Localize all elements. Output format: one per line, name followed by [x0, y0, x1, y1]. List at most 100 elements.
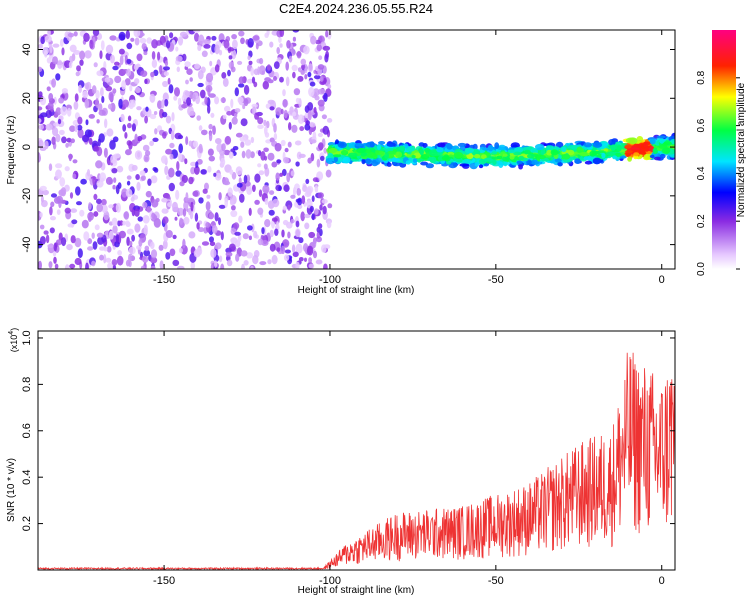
signal-blob: [561, 146, 567, 152]
noise-blob: [77, 128, 84, 139]
noise-blob: [175, 189, 180, 200]
colorbar-tick-label: 0.4: [696, 166, 707, 180]
noise-blob: [150, 256, 158, 264]
noise-blob: [177, 97, 182, 106]
signal-blob: [422, 143, 428, 148]
noise-blob: [80, 178, 87, 185]
noise-blob: [50, 201, 55, 208]
noise-blob: [134, 37, 140, 46]
noise-blob: [168, 84, 174, 94]
noise-blob: [299, 126, 305, 132]
noise-blob: [58, 97, 64, 104]
noise-blob: [254, 199, 260, 205]
signal-blob: [518, 164, 523, 170]
noise-blob: [321, 244, 327, 253]
noise-blob: [177, 36, 184, 46]
noise-blob: [240, 250, 248, 257]
noise-blob: [220, 231, 224, 241]
noise-blob: [119, 220, 124, 226]
signal-blob: [546, 145, 554, 150]
noise-blob: [146, 206, 152, 213]
noise-blob: [55, 107, 62, 116]
noise-blob: [103, 210, 110, 221]
noise-blob: [144, 245, 150, 252]
noise-blob: [243, 98, 249, 107]
noise-blob: [263, 147, 269, 153]
noise-blob: [214, 212, 219, 222]
noise-blob: [139, 37, 147, 44]
noise-blob: [288, 122, 292, 131]
noise-blob: [320, 155, 325, 161]
noise-blob: [59, 39, 64, 47]
signal-blob: [386, 142, 396, 147]
signal-blob: [405, 146, 416, 152]
noise-blob: [295, 97, 300, 104]
noise-blob: [164, 99, 169, 107]
noise-blob: [276, 247, 281, 252]
noise-blob: [282, 89, 286, 97]
noise-blob: [295, 220, 300, 228]
signal-blob: [513, 151, 522, 156]
signal-blob: [478, 164, 484, 169]
signal-blob: [608, 139, 616, 146]
noise-blob: [188, 207, 192, 216]
noise-blob: [165, 40, 171, 49]
spectrogram-panel: -150 -100 -50 0 -40 -20 0 20 40 Height of strai…: [6, 29, 676, 296]
noise-blob: [60, 106, 68, 116]
noise-blob: [316, 158, 321, 168]
noise-blob: [281, 168, 287, 177]
noise-blob: [168, 167, 175, 178]
noise-blob: [295, 243, 303, 254]
noise-blob: [304, 123, 311, 131]
noise-blob: [124, 78, 131, 86]
noise-blob: [251, 76, 256, 84]
noise-blob: [184, 61, 191, 68]
signal-blob: [339, 142, 345, 147]
noise-blob: [128, 246, 136, 255]
noise-blob: [228, 121, 232, 130]
noise-blob: [250, 67, 254, 76]
signal-blob: [579, 152, 590, 157]
noise-blob: [196, 115, 201, 121]
noise-blob: [231, 34, 238, 40]
signal-blob: [437, 142, 446, 148]
noise-blob: [274, 142, 282, 152]
noise-blob: [79, 59, 84, 66]
signal-blob: [557, 161, 563, 167]
noise-blob: [238, 83, 245, 88]
noise-blob: [167, 77, 171, 85]
noise-blob: [129, 202, 136, 213]
noise-blob: [235, 166, 243, 176]
noise-blob: [282, 205, 288, 211]
noise-blob: [161, 155, 168, 164]
noise-blob: [213, 172, 217, 177]
noise-blob: [181, 104, 188, 109]
noise-blob: [42, 189, 49, 196]
noise-blob: [273, 61, 280, 69]
signal-blob: [342, 156, 351, 164]
noise-blob: [128, 140, 133, 150]
signal-blob: [610, 144, 616, 151]
noise-blob: [318, 142, 324, 151]
noise-blob: [94, 224, 100, 231]
noise-blob: [267, 79, 274, 84]
noise-blob: [267, 99, 275, 105]
noise-blob: [150, 175, 158, 184]
noise-blob: [252, 35, 260, 41]
noise-blob: [179, 217, 184, 225]
signal-blob: [412, 158, 418, 163]
noise-blob: [79, 209, 85, 217]
noise-blob: [198, 197, 204, 204]
noise-blob: [305, 187, 312, 196]
signal-blob: [644, 147, 649, 152]
noise-blob: [145, 190, 152, 198]
noise-blob: [47, 102, 54, 110]
noise-blob: [186, 68, 193, 75]
noise-blob: [239, 136, 247, 142]
noise-blob: [210, 248, 217, 258]
noise-blob: [55, 163, 63, 169]
noise-blob: [248, 235, 252, 241]
noise-blob: [38, 152, 41, 162]
noise-blob: [64, 207, 72, 214]
noise-blob: [195, 95, 201, 105]
